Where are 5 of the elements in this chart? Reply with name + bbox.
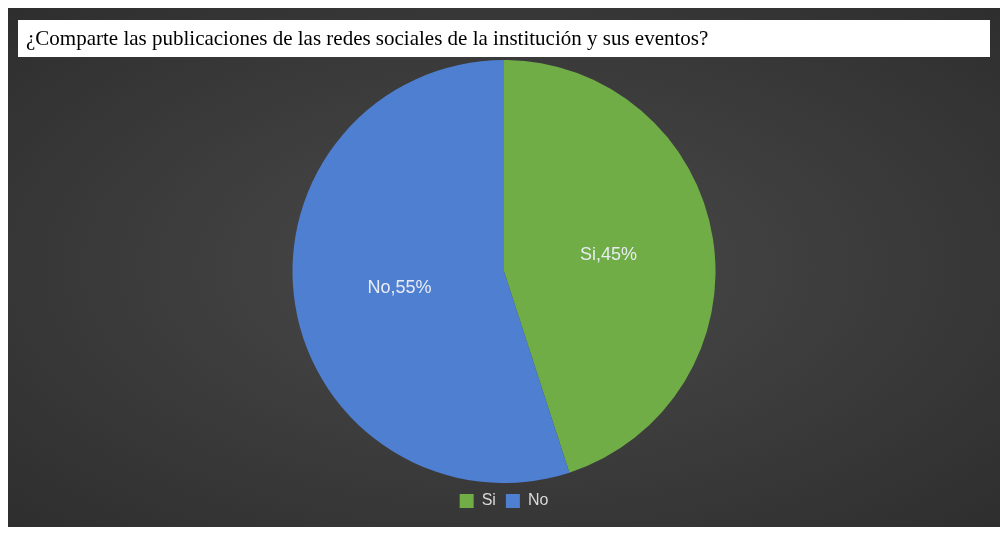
legend-label: Si	[481, 491, 496, 509]
data-label: Si,45%	[579, 243, 637, 264]
chart-title: ¿Comparte las publicaciones de las redes sociales de la institución y sus eventos?	[18, 20, 990, 57]
legend-label: No	[527, 491, 549, 509]
data-label: No,55%	[367, 277, 432, 298]
